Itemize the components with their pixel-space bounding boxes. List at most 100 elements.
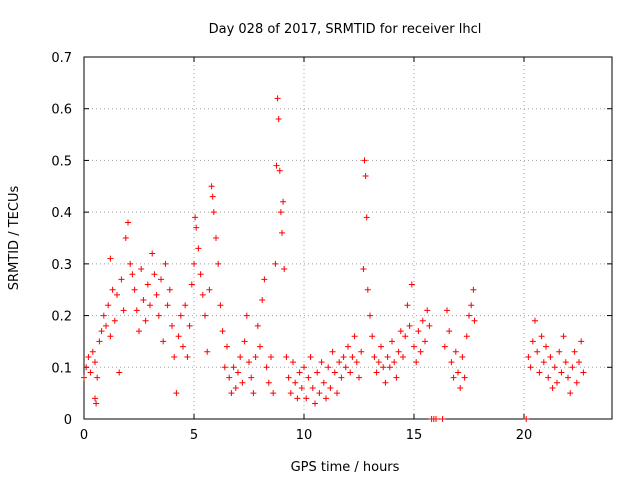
data-point [560, 333, 567, 340]
data-point [382, 379, 389, 386]
grid-lines [84, 57, 612, 419]
y-tick-label: 0.5 [51, 154, 72, 169]
data-point [375, 359, 382, 366]
data-point [93, 400, 100, 407]
data-point [406, 322, 413, 329]
data-point [202, 312, 208, 319]
data-point [527, 364, 534, 371]
data-point [576, 359, 582, 366]
data-point [175, 333, 182, 340]
data-point [162, 260, 169, 267]
data-point [107, 333, 114, 340]
data-point [459, 353, 466, 360]
data-point [362, 172, 369, 179]
data-point [525, 353, 532, 360]
data-point [402, 333, 409, 340]
data-point [87, 369, 94, 376]
axis-ticks [83, 56, 612, 420]
data-point [188, 281, 195, 288]
x-tick-label: 20 [516, 428, 533, 443]
data-point [277, 209, 284, 216]
y-tick-labels: 0 0.1 0.2 0.3 0.4 0.5 0.6 0.7 [51, 51, 72, 428]
data-point [361, 157, 368, 164]
data-point [147, 302, 153, 309]
data-point [347, 369, 354, 376]
y-tick-label: 0.7 [51, 51, 72, 66]
data-point [342, 364, 349, 371]
data-point [298, 384, 305, 391]
data-point [280, 198, 287, 205]
data-point [197, 271, 204, 278]
data-point [386, 364, 393, 371]
data-point [391, 359, 398, 366]
data-point [580, 369, 587, 376]
data-point [215, 260, 222, 267]
data-point [208, 183, 215, 190]
data-point [363, 214, 370, 221]
data-point [424, 307, 431, 314]
data-point [351, 333, 358, 340]
x-tick-label: 0 [80, 428, 88, 443]
data-point [340, 353, 347, 360]
data-point [109, 286, 116, 293]
y-tick-label: 0.2 [51, 310, 72, 325]
data-point [272, 260, 279, 267]
data-point [138, 266, 145, 273]
data-point [360, 266, 367, 273]
data-point [237, 353, 244, 360]
data-point [193, 224, 200, 231]
x-tick-label: 5 [190, 428, 198, 443]
data-point [413, 359, 420, 366]
data-point [404, 302, 411, 309]
data-point [186, 322, 193, 329]
data-point [543, 343, 549, 350]
data-point [206, 286, 213, 293]
data-point [263, 364, 270, 371]
data-point [92, 359, 98, 366]
data-point [408, 281, 415, 288]
data-point [301, 364, 307, 371]
data-point [331, 369, 338, 376]
data-point [578, 338, 585, 345]
data-point [144, 281, 151, 288]
data-point [384, 353, 391, 360]
data-point [275, 116, 282, 123]
data-point [257, 343, 263, 350]
data-point [371, 353, 378, 360]
data-point [120, 307, 127, 314]
data-point [209, 193, 216, 200]
data-point [279, 229, 285, 236]
data-point [246, 359, 252, 366]
data-point [538, 333, 545, 340]
data-point [457, 384, 464, 391]
data-point [433, 416, 439, 422]
data-point [129, 271, 136, 278]
data-point [415, 328, 422, 335]
data-point [140, 297, 147, 304]
data-point [274, 95, 281, 102]
data-point [273, 162, 280, 169]
data-point [191, 260, 197, 267]
data-point [325, 364, 332, 371]
data-point [547, 353, 554, 360]
data-point [471, 317, 478, 324]
data-point [250, 390, 257, 397]
data-point [536, 369, 543, 376]
y-axis-label: SRMTID / TECUs [7, 186, 22, 291]
data-point [261, 276, 268, 283]
data-point [338, 374, 345, 381]
x-tick-labels: 0 5 10 15 20 [80, 428, 532, 443]
data-point [327, 384, 334, 391]
data-point [239, 379, 246, 386]
data-point [356, 374, 362, 381]
data-point [226, 374, 233, 381]
y-tick-label: 0.1 [51, 361, 72, 376]
data-point [230, 364, 237, 371]
data-point [153, 291, 160, 298]
data-point [103, 322, 109, 329]
data-point [173, 390, 180, 397]
data-point [380, 364, 387, 371]
data-point [136, 328, 142, 335]
data-point [378, 343, 384, 350]
data-point [252, 353, 259, 360]
